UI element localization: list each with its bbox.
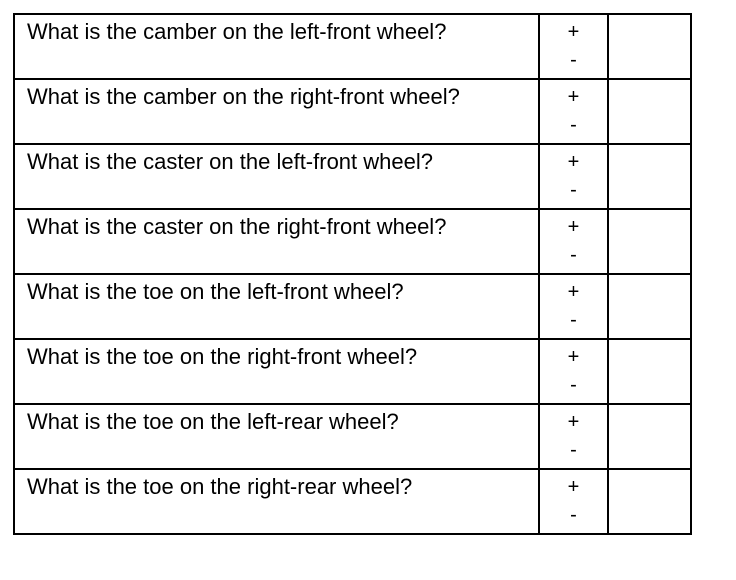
minus-sign[interactable]: -: [570, 179, 577, 201]
table-row: What is the caster on the right-front wh…: [13, 208, 692, 275]
sign-cell: + -: [538, 13, 609, 80]
question-cell: What is the caster on the right-front wh…: [13, 208, 540, 275]
question-cell: What is the camber on the left-front whe…: [13, 13, 540, 80]
table-row: What is the camber on the right-front wh…: [13, 78, 692, 145]
plus-sign[interactable]: +: [567, 216, 580, 238]
plus-sign[interactable]: +: [567, 86, 580, 108]
table-row: What is the camber on the left-front whe…: [13, 13, 692, 80]
answer-cell[interactable]: [607, 208, 692, 275]
minus-sign[interactable]: -: [570, 374, 577, 396]
table-row: What is the toe on the left-front wheel?…: [13, 273, 692, 340]
alignment-worksheet-table: What is the camber on the left-front whe…: [13, 13, 692, 535]
sign-cell: + -: [538, 208, 609, 275]
plus-sign[interactable]: +: [567, 151, 580, 173]
minus-sign[interactable]: -: [570, 309, 577, 331]
question-cell: What is the camber on the right-front wh…: [13, 78, 540, 145]
table-row: What is the toe on the right-front wheel…: [13, 338, 692, 405]
question-cell: What is the toe on the right-rear wheel?: [13, 468, 540, 535]
plus-sign[interactable]: +: [567, 411, 580, 433]
minus-sign[interactable]: -: [570, 49, 577, 71]
minus-sign[interactable]: -: [570, 439, 577, 461]
answer-cell[interactable]: [607, 78, 692, 145]
answer-cell[interactable]: [607, 273, 692, 340]
table-row: What is the caster on the left-front whe…: [13, 143, 692, 210]
sign-cell: + -: [538, 468, 609, 535]
question-cell: What is the caster on the left-front whe…: [13, 143, 540, 210]
minus-sign[interactable]: -: [570, 504, 577, 526]
minus-sign[interactable]: -: [570, 244, 577, 266]
answer-cell[interactable]: [607, 13, 692, 80]
sign-cell: + -: [538, 78, 609, 145]
sign-cell: + -: [538, 403, 609, 470]
plus-sign[interactable]: +: [567, 476, 580, 498]
sign-cell: + -: [538, 143, 609, 210]
question-cell: What is the toe on the left-rear wheel?: [13, 403, 540, 470]
table-row: What is the toe on the left-rear wheel? …: [13, 403, 692, 470]
answer-cell[interactable]: [607, 143, 692, 210]
answer-cell[interactable]: [607, 468, 692, 535]
sign-cell: + -: [538, 338, 609, 405]
answer-cell[interactable]: [607, 338, 692, 405]
question-cell: What is the toe on the left-front wheel?: [13, 273, 540, 340]
plus-sign[interactable]: +: [567, 281, 580, 303]
sign-cell: + -: [538, 273, 609, 340]
table-row: What is the toe on the right-rear wheel?…: [13, 468, 692, 535]
plus-sign[interactable]: +: [567, 346, 580, 368]
plus-sign[interactable]: +: [567, 21, 580, 43]
minus-sign[interactable]: -: [570, 114, 577, 136]
question-cell: What is the toe on the right-front wheel…: [13, 338, 540, 405]
answer-cell[interactable]: [607, 403, 692, 470]
